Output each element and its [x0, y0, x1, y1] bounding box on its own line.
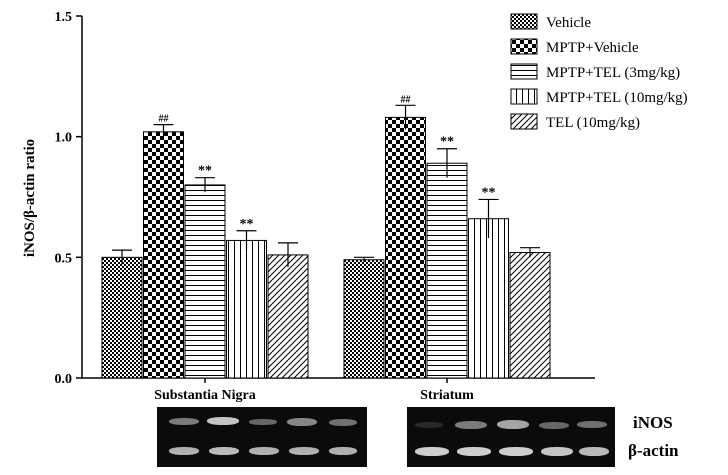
error-bar: [437, 148, 457, 178]
legend-swatch: [510, 88, 538, 105]
y-tick-label: 1.5: [55, 10, 73, 25]
blot-band: [249, 419, 277, 425]
legend-swatch: [510, 113, 538, 130]
bar-chart: 0.0 0.5 1.0 1.5 iNOS/β-actin ratio Substant…: [22, 10, 688, 403]
blot-band: [455, 421, 487, 429]
blot-band: [577, 421, 607, 428]
significance-label: **: [440, 135, 454, 150]
western-blot-striatum: [407, 407, 615, 467]
significance-label: ##: [401, 94, 411, 105]
blot-band: [579, 447, 609, 456]
blot-band: [415, 422, 443, 428]
blot-label-inos: iNOS: [633, 413, 673, 432]
error-bar: [153, 123, 174, 140]
error-bar: [354, 256, 374, 263]
blot-band: [287, 418, 317, 426]
legend-label: MPTP+TEL (10mg/kg): [546, 90, 688, 106]
bar: [343, 259, 385, 379]
blot-band: [329, 447, 357, 455]
western-blot-substantia-nigra: [157, 407, 367, 467]
legend-label: Vehicle: [546, 15, 591, 31]
y-tick-label: 0.5: [55, 251, 73, 266]
blot-band: [541, 447, 573, 456]
significance-label: **: [240, 217, 254, 232]
blot-label-beta-actin: β-actin: [628, 441, 679, 460]
blot-band: [207, 417, 239, 425]
legend-label: TEL (10mg/kg): [546, 115, 640, 131]
bar: [468, 218, 509, 379]
bar: [385, 116, 426, 379]
error-bar: [520, 247, 540, 258]
legend-label: MPTP+TEL (3mg/kg): [546, 65, 680, 81]
bar: [509, 252, 551, 379]
blot-band: [209, 447, 239, 455]
significance-label: **: [198, 164, 212, 179]
error-bar: [278, 242, 298, 267]
x-axis: Substantia Nigra Striatum: [82, 377, 595, 403]
legend-swatch: [510, 13, 538, 30]
blot-band: [497, 420, 529, 429]
bar: [426, 162, 468, 379]
y-tick-label: 0.0: [55, 372, 73, 387]
legend: Vehicle MPTP+Vehicle MPTP+TEL (3mg/kg) MPTP…: [510, 13, 688, 131]
legend-label: MPTP+Vehicle: [546, 40, 639, 56]
y-tick-label: 1.0: [55, 131, 73, 146]
blot-band: [539, 422, 569, 429]
blot-band: [169, 418, 199, 425]
bar: [184, 184, 226, 379]
error-bar: [478, 198, 499, 239]
x-tick-label: Substantia Nigra: [154, 388, 256, 403]
error-bar: [195, 177, 215, 193]
error-bar: [112, 249, 132, 265]
bar: [143, 131, 184, 379]
blot-band: [329, 419, 357, 426]
blot-band: [415, 447, 449, 456]
y-axis-label: iNOS/β-actin ratio: [22, 139, 38, 257]
legend-swatch: [510, 38, 538, 55]
bar: [101, 256, 143, 379]
error-bar: [236, 230, 257, 251]
y-axis: 0.0 0.5 1.0 1.5 iNOS/β-actin ratio: [22, 10, 83, 387]
blot-band: [457, 447, 491, 456]
error-bar: [395, 104, 416, 130]
legend-swatch: [510, 63, 538, 80]
blot-band: [289, 447, 319, 455]
bar: [267, 254, 309, 379]
x-tick-label: Striatum: [420, 388, 474, 403]
significance-label: **: [482, 185, 496, 200]
blot-band: [499, 447, 533, 456]
bar: [226, 239, 267, 379]
blot-band: [169, 447, 199, 455]
bar-series-group: ## ** ** ## ** **: [101, 94, 551, 379]
blot-band: [249, 447, 279, 455]
significance-label: ##: [159, 114, 169, 125]
